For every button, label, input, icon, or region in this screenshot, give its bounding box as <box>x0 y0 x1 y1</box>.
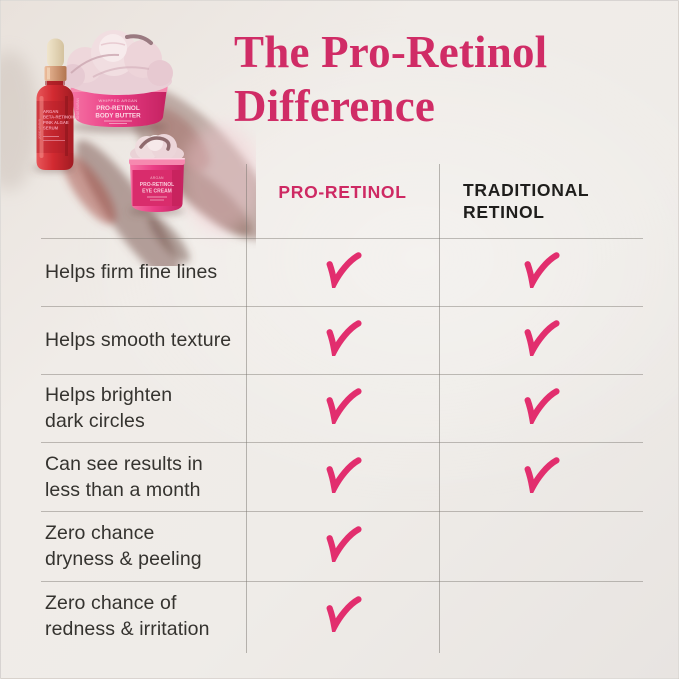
table-row: Helps smooth texture <box>41 306 641 374</box>
traditional-cell <box>439 252 641 288</box>
serum-label-1: BETA-RETINOID <box>43 115 76 120</box>
check-icon <box>326 388 362 424</box>
eye-cream-label-small: ARGAN <box>150 176 164 180</box>
serum-bottle: ARGAN BETA-RETINOID PINK ALGAE SERUM JOS… <box>36 38 76 170</box>
body-butter-label-1: PRO-RETINOL <box>96 105 140 112</box>
pro-retinol-cell <box>246 596 439 632</box>
table-row: Can see results in less than a month <box>41 442 641 511</box>
row-label: Helps firm fine lines <box>45 261 218 283</box>
table-row: Zero chance of redness & irritation <box>41 581 641 651</box>
pro-retinol-cell <box>246 252 439 288</box>
serum-label-0: ARGAN <box>43 109 58 114</box>
check-icon <box>524 456 560 493</box>
row-label: Can see results in less than a month <box>45 452 203 501</box>
check-icon <box>524 252 560 288</box>
row-label: Helps brighten dark circles <box>45 384 173 432</box>
column-header-pro-retinol: PRO-RETINOL <box>278 182 407 202</box>
row-divider <box>41 238 643 239</box>
body-butter-label-2: BODY BUTTER <box>95 113 141 120</box>
check-icon <box>326 456 362 493</box>
row-label: Zero chance of redness & irritation <box>45 592 210 640</box>
body-butter-brand: JOSIE MARAN <box>76 97 80 119</box>
traditional-cell <box>439 320 641 356</box>
row-label: Zero chance dryness & peeling <box>45 522 202 570</box>
row-divider <box>41 581 643 582</box>
check-icon <box>524 320 560 356</box>
cream-curl <box>139 136 171 151</box>
page-title-line1: The Pro-Retinol <box>234 27 548 77</box>
serum-brand: JOSIE MARAN <box>38 119 42 139</box>
pro-retinol-cell <box>246 388 439 424</box>
row-label: Helps smooth texture <box>45 329 232 351</box>
check-icon <box>326 526 362 562</box>
check-icon <box>326 596 362 632</box>
traditional-cell <box>439 388 641 424</box>
body-butter-jar: WHIPPED ARGAN PRO-RETINOL BODY BUTTER JO… <box>61 30 173 127</box>
pro-retinol-cell <box>246 526 439 562</box>
check-icon <box>326 252 362 288</box>
pro-retinol-cell <box>246 456 439 493</box>
cream-swirl <box>125 34 153 45</box>
column-header-traditional-retinol: TRADITIONAL RETINOL <box>463 180 590 222</box>
serum-label-2: PINK ALGAE <box>43 120 69 125</box>
eye-cream-label-1: PRO-RETINOL <box>140 182 174 188</box>
table-row: Zero chance dryness & peeling <box>41 511 641 581</box>
eye-cream-label-2: EYE CREAM <box>142 189 172 195</box>
table-row: Helps brighten dark circles <box>41 374 641 442</box>
check-icon <box>326 320 362 356</box>
row-divider <box>41 511 643 512</box>
table-row: Helps firm fine lines <box>41 238 641 306</box>
pro-retinol-cell <box>246 320 439 356</box>
products-photo: WHIPPED ARGAN PRO-RETINOL BODY BUTTER JO… <box>1 30 256 266</box>
page-title-line2: Difference <box>234 81 436 131</box>
page-title: The Pro-Retinol Difference <box>234 25 664 133</box>
traditional-cell <box>439 456 641 493</box>
row-divider <box>41 442 643 443</box>
serum-label-3: SERUM <box>43 126 59 131</box>
row-divider <box>41 306 643 307</box>
column-divider-1 <box>246 164 247 653</box>
row-divider <box>41 374 643 375</box>
eye-cream-jar: ARGAN PRO-RETINOL EYE CREAM <box>129 134 185 212</box>
body-butter-label-small: WHIPPED ARGAN <box>99 98 138 103</box>
check-icon <box>524 388 560 424</box>
column-divider-2 <box>439 164 440 653</box>
